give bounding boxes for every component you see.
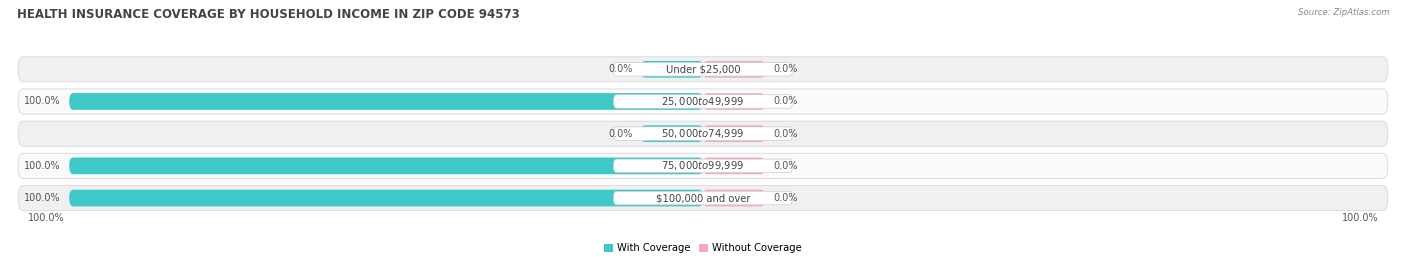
FancyBboxPatch shape	[18, 89, 1388, 114]
FancyBboxPatch shape	[613, 95, 793, 108]
Legend: With Coverage, Without Coverage: With Coverage, Without Coverage	[600, 239, 806, 257]
FancyBboxPatch shape	[613, 62, 793, 76]
FancyBboxPatch shape	[613, 159, 793, 173]
FancyBboxPatch shape	[613, 127, 793, 140]
Text: $100,000 and over: $100,000 and over	[655, 193, 751, 203]
FancyBboxPatch shape	[69, 190, 703, 206]
Text: $50,000 to $74,999: $50,000 to $74,999	[661, 127, 745, 140]
FancyBboxPatch shape	[641, 125, 703, 142]
FancyBboxPatch shape	[613, 191, 793, 205]
FancyBboxPatch shape	[69, 93, 703, 110]
Text: $25,000 to $49,999: $25,000 to $49,999	[661, 95, 745, 108]
Text: 100.0%: 100.0%	[24, 161, 60, 171]
Text: 0.0%: 0.0%	[609, 64, 633, 74]
Text: 100.0%: 100.0%	[1341, 213, 1378, 223]
Text: $75,000 to $99,999: $75,000 to $99,999	[661, 159, 745, 172]
FancyBboxPatch shape	[703, 157, 765, 174]
FancyBboxPatch shape	[641, 61, 703, 78]
Text: 0.0%: 0.0%	[773, 193, 797, 203]
FancyBboxPatch shape	[18, 57, 1388, 82]
Text: 100.0%: 100.0%	[24, 97, 60, 107]
Text: 0.0%: 0.0%	[609, 129, 633, 139]
Text: Under $25,000: Under $25,000	[665, 64, 741, 74]
FancyBboxPatch shape	[703, 61, 765, 78]
Text: 0.0%: 0.0%	[773, 161, 797, 171]
FancyBboxPatch shape	[18, 186, 1388, 211]
Text: 100.0%: 100.0%	[28, 213, 65, 223]
Text: 0.0%: 0.0%	[773, 64, 797, 74]
FancyBboxPatch shape	[18, 121, 1388, 146]
FancyBboxPatch shape	[703, 125, 765, 142]
Text: Source: ZipAtlas.com: Source: ZipAtlas.com	[1298, 8, 1389, 17]
FancyBboxPatch shape	[18, 153, 1388, 178]
FancyBboxPatch shape	[69, 157, 703, 174]
FancyBboxPatch shape	[703, 190, 765, 206]
FancyBboxPatch shape	[703, 93, 765, 110]
Text: 100.0%: 100.0%	[24, 193, 60, 203]
Text: 0.0%: 0.0%	[773, 97, 797, 107]
Text: 0.0%: 0.0%	[773, 129, 797, 139]
Text: HEALTH INSURANCE COVERAGE BY HOUSEHOLD INCOME IN ZIP CODE 94573: HEALTH INSURANCE COVERAGE BY HOUSEHOLD I…	[17, 8, 520, 21]
